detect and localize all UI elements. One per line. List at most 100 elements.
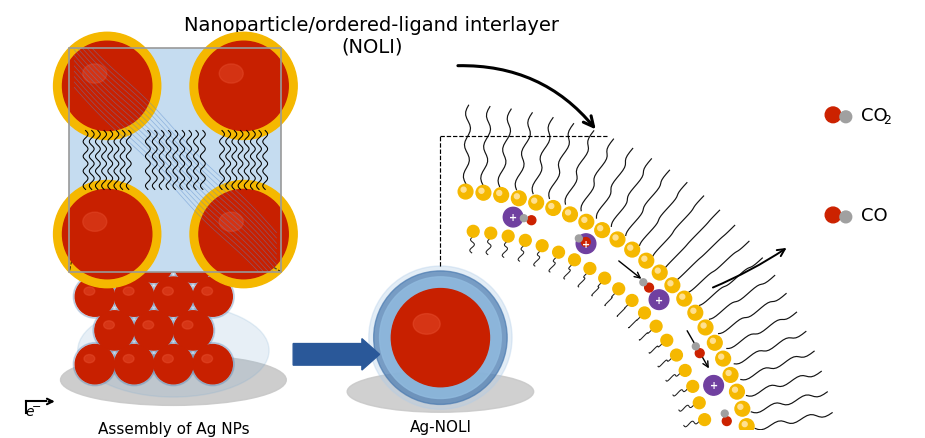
Circle shape <box>696 349 704 358</box>
Ellipse shape <box>182 254 193 262</box>
Circle shape <box>552 247 564 258</box>
Ellipse shape <box>82 65 106 84</box>
Circle shape <box>134 311 173 350</box>
Circle shape <box>462 188 466 193</box>
Circle shape <box>494 188 509 203</box>
Circle shape <box>562 208 577 222</box>
Text: −: − <box>593 283 601 293</box>
Circle shape <box>687 381 698 392</box>
Circle shape <box>569 254 580 266</box>
Circle shape <box>132 242 176 285</box>
Circle shape <box>113 276 155 318</box>
Circle shape <box>171 242 215 285</box>
Ellipse shape <box>163 287 173 296</box>
Ellipse shape <box>413 314 440 335</box>
Text: +: + <box>655 295 663 305</box>
Circle shape <box>703 431 715 438</box>
Circle shape <box>598 226 603 231</box>
Circle shape <box>154 345 193 384</box>
Text: −: − <box>494 242 502 251</box>
FancyArrow shape <box>293 339 379 370</box>
Circle shape <box>613 283 624 295</box>
Circle shape <box>638 307 650 319</box>
Circle shape <box>514 194 519 199</box>
Circle shape <box>665 278 680 293</box>
Circle shape <box>582 238 590 247</box>
Circle shape <box>497 191 501 196</box>
Circle shape <box>479 189 484 194</box>
Circle shape <box>598 272 610 284</box>
Circle shape <box>645 283 653 292</box>
Text: −: − <box>635 320 643 329</box>
Circle shape <box>742 422 747 427</box>
Circle shape <box>191 276 234 318</box>
Circle shape <box>722 410 728 417</box>
Circle shape <box>152 343 195 386</box>
Circle shape <box>576 234 596 254</box>
Text: (NOLI): (NOLI) <box>341 37 402 56</box>
Circle shape <box>73 276 117 318</box>
Text: −: − <box>703 368 710 377</box>
Circle shape <box>95 311 134 350</box>
Circle shape <box>722 417 731 426</box>
Text: Nanoparticle/ordered-ligand interlayer: Nanoparticle/ordered-ligand interlayer <box>184 16 560 35</box>
Text: −: − <box>569 234 576 244</box>
Circle shape <box>73 343 117 386</box>
Circle shape <box>92 242 136 285</box>
Circle shape <box>626 295 638 307</box>
Circle shape <box>650 321 662 332</box>
Circle shape <box>115 277 154 317</box>
Circle shape <box>458 185 473 199</box>
Text: −: − <box>32 402 42 411</box>
Ellipse shape <box>202 355 213 363</box>
Ellipse shape <box>104 321 115 329</box>
Circle shape <box>735 402 749 416</box>
Circle shape <box>199 42 289 131</box>
Circle shape <box>639 254 654 268</box>
Circle shape <box>692 343 699 350</box>
Circle shape <box>579 215 594 230</box>
Circle shape <box>575 236 582 242</box>
Circle shape <box>193 277 232 317</box>
Circle shape <box>677 292 692 306</box>
Circle shape <box>92 309 136 352</box>
Circle shape <box>374 271 507 404</box>
Text: +: + <box>709 381 718 391</box>
Circle shape <box>738 404 743 410</box>
Circle shape <box>171 309 215 352</box>
Circle shape <box>132 309 176 352</box>
Circle shape <box>680 294 684 300</box>
Text: Assembly of Ag NPs: Assembly of Ag NPs <box>98 421 249 436</box>
Circle shape <box>476 186 491 201</box>
Circle shape <box>63 190 152 279</box>
Circle shape <box>694 397 705 409</box>
Circle shape <box>730 385 745 399</box>
Circle shape <box>840 212 852 223</box>
Circle shape <box>595 223 610 238</box>
Text: −: − <box>686 409 695 418</box>
Circle shape <box>190 33 297 140</box>
Circle shape <box>582 218 586 223</box>
Circle shape <box>640 279 647 286</box>
Circle shape <box>152 276 195 318</box>
Circle shape <box>154 277 193 317</box>
Circle shape <box>698 320 713 335</box>
Circle shape <box>520 235 531 247</box>
Circle shape <box>825 208 841 223</box>
Circle shape <box>521 215 527 222</box>
Circle shape <box>95 244 134 283</box>
Ellipse shape <box>123 355 134 363</box>
Circle shape <box>502 231 514 243</box>
Ellipse shape <box>219 212 243 232</box>
Text: CO: CO <box>860 106 887 124</box>
Ellipse shape <box>123 287 134 296</box>
Ellipse shape <box>163 355 173 363</box>
Circle shape <box>825 108 841 124</box>
Circle shape <box>549 204 554 209</box>
Circle shape <box>649 290 669 310</box>
Bar <box>69 49 281 272</box>
Circle shape <box>642 257 647 261</box>
Text: −: − <box>544 256 552 266</box>
Circle shape <box>704 376 723 395</box>
Ellipse shape <box>84 355 94 363</box>
